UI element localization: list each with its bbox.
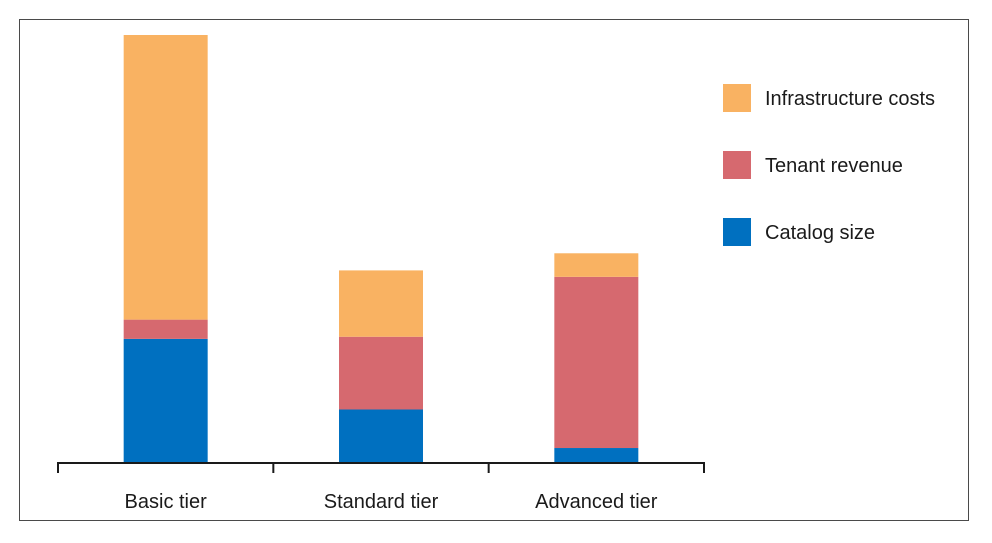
legend-label: Catalog size — [765, 222, 875, 244]
bar-basic-tier-tenant-revenue — [123, 319, 208, 339]
legend: Infrastructure costs Tenant revenue Catalo… — [723, 84, 935, 246]
bar-advanced-tier-tenant-revenue — [554, 276, 639, 449]
bar-standard-tier-infrastructure-costs — [339, 270, 423, 337]
legend-item-catalog-size: Catalog size — [723, 218, 875, 246]
legend-label: Infrastructure costs — [765, 88, 935, 110]
x-tick-label: Advanced tier — [535, 491, 658, 513]
legend-label: Tenant revenue — [765, 155, 903, 177]
bar-advanced-tier-catalog-size — [554, 448, 639, 463]
bar-basic-tier-catalog-size — [123, 338, 208, 463]
bar-standard-tier-tenant-revenue — [339, 336, 423, 410]
legend-item-infrastructure-costs: Infrastructure costs — [723, 84, 935, 112]
x-axis: Basic tier Standard tier Advanced tier — [57, 462, 705, 513]
bar-advanced-tier-infrastructure-costs — [554, 253, 639, 277]
bar-basic-tier-infrastructure-costs — [123, 35, 208, 320]
legend-swatch — [723, 84, 751, 112]
bars-layer — [123, 35, 639, 463]
legend-swatch — [723, 218, 751, 246]
stacked-bar-chart: Basic tier Standard tier Advanced tier Inf… — [57, 35, 935, 513]
legend-item-tenant-revenue: Tenant revenue — [723, 151, 903, 179]
x-tick-label: Standard tier — [324, 491, 439, 513]
x-tick-label: Basic tier — [125, 491, 208, 513]
chart-frame: Basic tier Standard tier Advanced tier Inf… — [19, 19, 969, 521]
legend-swatch — [723, 151, 751, 179]
bar-standard-tier-catalog-size — [339, 409, 423, 463]
